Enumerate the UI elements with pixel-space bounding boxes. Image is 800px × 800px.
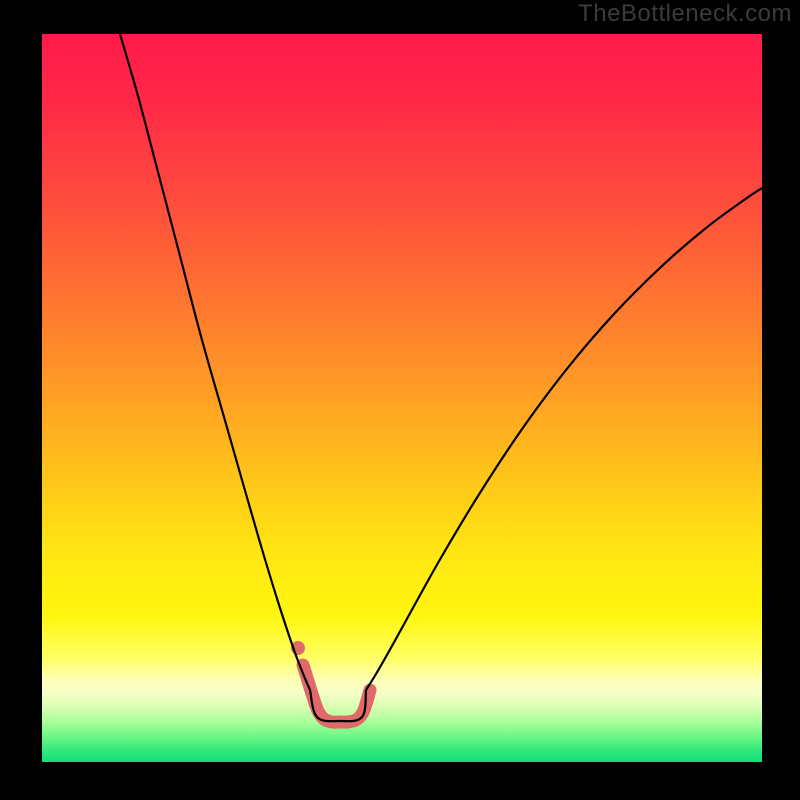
- chart-frame: TheBottleneck.com: [0, 0, 800, 800]
- optimal-zone-track: [303, 665, 370, 722]
- watermark-text: TheBottleneck.com: [578, 0, 792, 28]
- curve-left-branch: [120, 34, 310, 690]
- bottleneck-curve-layer: [42, 34, 762, 762]
- curve-right-branch: [366, 188, 762, 690]
- plot-area: [42, 34, 762, 762]
